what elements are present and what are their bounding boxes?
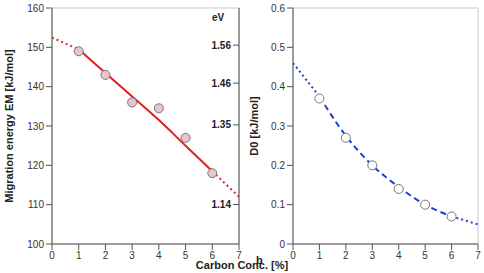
svg-text:0: 0 [49, 250, 55, 261]
svg-text:0: 0 [279, 239, 285, 250]
svg-text:160: 160 [27, 3, 44, 14]
svg-text:Migration energy EM [kJ/mol]: Migration energy EM [kJ/mol] [8, 49, 15, 203]
svg-text:140: 140 [27, 81, 44, 92]
svg-text:1: 1 [317, 250, 323, 261]
svg-text:0.3: 0.3 [271, 121, 285, 132]
svg-text:D0 [kJ/mol]: D0 [kJ/mol] [248, 96, 260, 156]
svg-text:4: 4 [156, 250, 162, 261]
svg-text:6: 6 [449, 250, 455, 261]
html-text:eV: eV [212, 12, 225, 23]
svg-text:1: 1 [76, 250, 82, 261]
svg-text:1.46: 1.46 [212, 78, 232, 89]
svg-text:0.6: 0.6 [271, 3, 285, 14]
html-text:b: b [256, 254, 263, 266]
svg-text:2: 2 [343, 250, 349, 261]
svg-text:5: 5 [422, 250, 428, 261]
svg-text:130: 130 [27, 121, 44, 132]
svg-text:7: 7 [475, 250, 476, 261]
svg-text:5: 5 [183, 250, 189, 261]
svg-text:6: 6 [209, 250, 216, 262]
svg-text:3: 3 [129, 250, 135, 261]
svg-text:0.1: 0.1 [271, 199, 285, 210]
svg-text:120: 120 [27, 160, 44, 171]
svg-text:7: 7 [236, 250, 242, 262]
svg-text:0.5: 0.5 [271, 42, 285, 53]
svg-text:0.2: 0.2 [271, 160, 285, 171]
svg-text:100: 100 [27, 239, 44, 250]
svg-text:2: 2 [103, 250, 109, 261]
svg-text:3: 3 [370, 250, 376, 261]
svg-text:1.14: 1.14 [212, 199, 232, 210]
svg-text:1.56: 1.56 [212, 40, 232, 51]
svg-text:110: 110 [28, 199, 44, 210]
svg-text:150: 150 [27, 42, 44, 53]
html-text:Carbon Conc. [%]: Carbon Conc. [%] [195, 259, 289, 271]
svg-text:1.35: 1.35 [212, 119, 232, 130]
svg-text:0.4: 0.4 [271, 81, 285, 92]
svg-text:4: 4 [396, 250, 402, 261]
svg-text:0: 0 [290, 250, 296, 261]
